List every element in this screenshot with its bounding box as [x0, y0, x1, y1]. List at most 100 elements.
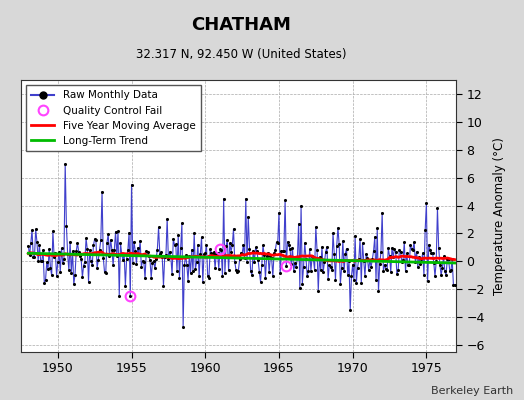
Point: [228, 242, 236, 248]
Point: [52, 272, 61, 279]
Point: [78, 274, 86, 280]
Point: [105, 253, 114, 259]
Point: [163, 216, 171, 222]
Point: [398, 259, 406, 265]
Point: [31, 226, 40, 232]
Point: [99, 255, 107, 261]
Point: [91, 236, 99, 242]
Point: [430, 260, 438, 266]
Point: [169, 236, 178, 242]
Point: [405, 262, 413, 268]
Point: [259, 242, 267, 249]
Point: [57, 245, 66, 252]
Point: [331, 276, 340, 283]
Point: [227, 248, 235, 255]
Point: [72, 248, 81, 254]
Point: [277, 248, 286, 254]
Point: [38, 258, 46, 264]
Point: [374, 288, 383, 294]
Point: [114, 228, 122, 234]
Point: [424, 242, 433, 248]
Point: [390, 246, 399, 252]
Point: [223, 237, 232, 243]
Point: [293, 255, 302, 261]
Point: [85, 246, 94, 253]
Point: [145, 253, 153, 259]
Point: [266, 253, 275, 260]
Point: [162, 252, 170, 259]
Point: [194, 242, 202, 248]
Point: [410, 239, 418, 245]
Point: [180, 262, 189, 269]
Point: [210, 249, 218, 255]
Point: [50, 254, 58, 260]
Point: [149, 258, 158, 264]
Point: [339, 238, 347, 244]
Point: [184, 278, 192, 284]
Point: [434, 244, 443, 251]
Point: [345, 258, 353, 265]
Point: [153, 247, 161, 253]
Point: [283, 238, 292, 245]
Point: [355, 256, 363, 262]
Point: [448, 256, 456, 262]
Point: [123, 256, 131, 262]
Point: [433, 205, 442, 212]
Point: [185, 253, 193, 259]
Point: [441, 268, 449, 275]
Point: [409, 246, 417, 253]
Point: [413, 264, 422, 270]
Point: [220, 195, 228, 202]
Point: [318, 244, 326, 250]
Point: [333, 243, 341, 250]
Point: [232, 266, 240, 273]
Point: [157, 249, 165, 256]
Point: [217, 247, 225, 254]
Point: [238, 251, 246, 257]
Point: [376, 260, 384, 267]
Text: Berkeley Earth: Berkeley Earth: [431, 386, 514, 396]
Point: [135, 251, 143, 258]
Point: [440, 253, 448, 260]
Point: [359, 258, 368, 264]
Point: [361, 273, 369, 279]
Point: [420, 272, 428, 278]
Y-axis label: Temperature Anomaly (°C): Temperature Anomaly (°C): [493, 137, 506, 295]
Point: [400, 239, 409, 246]
Point: [226, 240, 234, 246]
Point: [63, 251, 72, 258]
Point: [224, 267, 233, 274]
Point: [292, 264, 300, 270]
Point: [335, 241, 343, 248]
Point: [419, 250, 427, 256]
Point: [60, 255, 68, 262]
Point: [319, 269, 328, 275]
Point: [436, 262, 444, 268]
Point: [337, 265, 346, 271]
Point: [191, 266, 200, 272]
Point: [310, 266, 319, 273]
Point: [299, 264, 308, 270]
Point: [119, 257, 127, 263]
Point: [171, 241, 180, 248]
Point: [329, 230, 337, 236]
Point: [230, 226, 238, 232]
Point: [286, 246, 294, 252]
Point: [272, 239, 281, 246]
Point: [264, 250, 272, 256]
Point: [41, 277, 50, 283]
Point: [378, 209, 386, 216]
Point: [104, 231, 112, 238]
Point: [83, 246, 92, 252]
Point: [438, 264, 446, 271]
Point: [373, 225, 381, 232]
Point: [142, 248, 150, 254]
Point: [188, 246, 196, 253]
Point: [214, 265, 223, 272]
Point: [246, 268, 255, 275]
Point: [278, 248, 287, 254]
Point: [187, 270, 195, 276]
Point: [166, 249, 174, 255]
Point: [309, 256, 318, 262]
Point: [113, 253, 121, 259]
